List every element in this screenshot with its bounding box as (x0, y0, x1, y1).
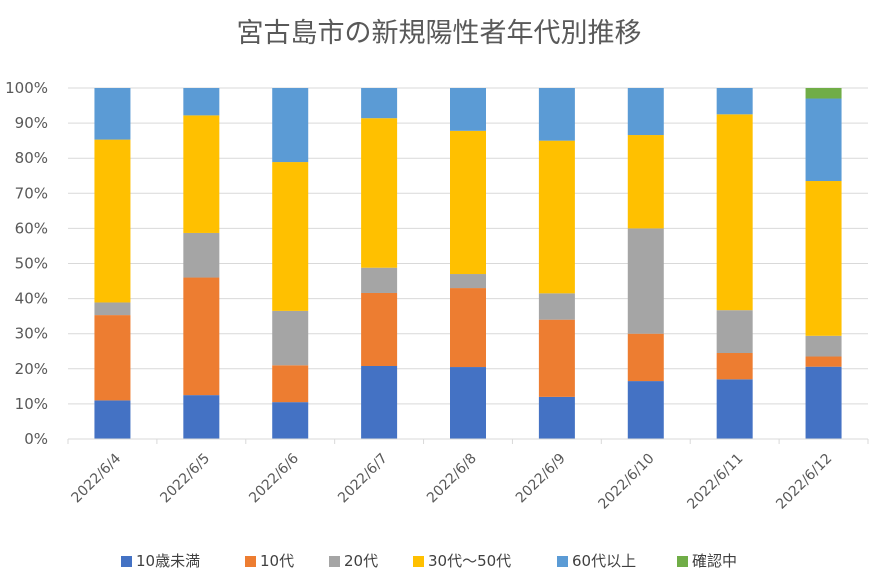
bar-segment (627, 228, 664, 334)
x-tick-label: 2022/6/5 (157, 451, 213, 507)
bar-segment (805, 88, 842, 99)
legend-swatch (677, 556, 688, 567)
x-tick-label: 2022/6/6 (246, 450, 302, 506)
x-tick-label: 2022/6/11 (684, 451, 746, 513)
bar-segment (716, 114, 753, 311)
bar-segment (450, 367, 486, 439)
bar-segment (272, 310, 309, 366)
x-tick-label: 2022/6/4 (68, 450, 124, 506)
legend-swatch (245, 556, 256, 567)
legend-label: 確認中 (692, 552, 737, 570)
chart-title: 宮古島市の新規陽性者年代別推移 (237, 18, 642, 49)
x-tick-label: 2022/6/10 (596, 451, 658, 513)
bar-segment (272, 365, 309, 403)
bar-segment (272, 162, 309, 311)
bar-segment (272, 402, 309, 439)
bar-segment (450, 130, 486, 275)
bar-segment (183, 395, 220, 439)
bar-segment (538, 88, 575, 141)
x-tick-label: 2022/6/7 (335, 451, 391, 507)
legend-swatch (121, 556, 132, 567)
bar-segment (183, 232, 220, 278)
bar-segment (272, 88, 309, 163)
bar-segment (94, 400, 131, 439)
bar-segment (627, 135, 664, 229)
bar-segment (805, 181, 842, 336)
y-tick-label: 70% (15, 184, 48, 202)
bar-segment (627, 333, 664, 382)
bar-segment (716, 353, 753, 380)
y-tick-label: 20% (15, 360, 48, 378)
y-tick-label: 100% (5, 79, 48, 97)
bar-segment (450, 274, 486, 289)
bar-segment (361, 267, 398, 293)
y-axis-ticks: 0% 10% 20% 30% 40% 50% 60% 70% 80% 90% 100% (5, 79, 48, 448)
bar-segment (361, 365, 398, 439)
bar-segment (627, 381, 664, 439)
bar-segment (183, 115, 220, 233)
y-tick-label: 90% (15, 114, 48, 132)
bar-segment (361, 118, 398, 268)
bar-segment (716, 88, 753, 115)
y-tick-label: 40% (15, 290, 48, 308)
x-tick-label: 2022/6/8 (424, 451, 480, 507)
bar-segment (450, 288, 486, 368)
y-tick-label: 30% (15, 325, 48, 343)
bar-segment (94, 88, 131, 140)
bar-segment (94, 302, 131, 316)
legend-label: 10歳未満 (136, 552, 200, 570)
bar-segment (805, 356, 842, 367)
x-tick-label: 2022/6/9 (513, 451, 569, 507)
legend-swatch (557, 556, 568, 567)
bar-segment (538, 293, 575, 320)
legend-label: 10代 (260, 552, 294, 570)
bar-segment (94, 139, 131, 303)
bar-segment (627, 88, 664, 136)
bar-segment (805, 366, 842, 439)
bar-segment (538, 319, 575, 397)
bar-segment (450, 88, 486, 131)
y-tick-label: 10% (15, 395, 48, 413)
bar-segment (805, 98, 842, 182)
bar-segment (716, 310, 753, 354)
bar-segment (538, 396, 575, 439)
bar-segment (361, 292, 398, 366)
y-tick-label: 50% (15, 255, 48, 273)
legend-swatch (413, 556, 424, 567)
bar-segment (538, 140, 575, 294)
bar-segment (94, 315, 131, 401)
legend-label: 30代～50代 (428, 552, 511, 570)
legend-label: 20代 (344, 552, 378, 570)
bar-segment (183, 277, 220, 396)
y-tick-label: 0% (24, 430, 48, 448)
bar-segment (716, 379, 753, 439)
legend: 10歳未満 10代 20代 30代～50代 60代以上 確認中 (121, 552, 737, 570)
bar-segment (183, 88, 220, 116)
bar-segment (805, 335, 842, 357)
bars (94, 88, 842, 439)
y-tick-label: 60% (15, 219, 48, 237)
legend-swatch (329, 556, 340, 567)
legend-label: 60代以上 (572, 552, 636, 570)
x-tick-label: 2022/6/12 (773, 451, 835, 513)
bar-segment (361, 88, 398, 119)
x-axis-ticks: 2022/6/4 2022/6/5 2022/6/6 2022/6/7 2022/6/8… (67, 439, 869, 513)
y-tick-label: 80% (15, 149, 48, 167)
